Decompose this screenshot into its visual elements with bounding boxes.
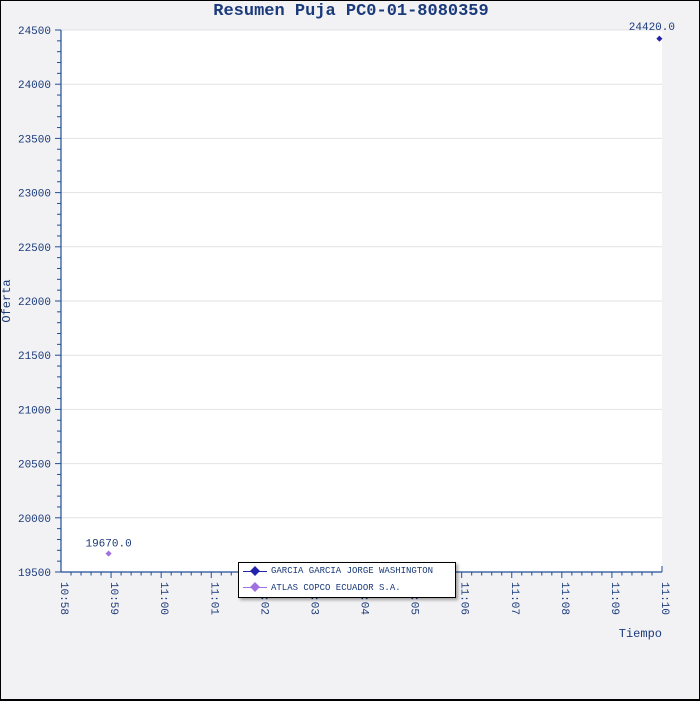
svg-text:21000: 21000 [18, 405, 51, 417]
svg-text:24500: 24500 [18, 26, 51, 38]
svg-text:11:06: 11:06 [458, 582, 470, 615]
svg-text:Tiempo: Tiempo [619, 627, 662, 641]
svg-text:19500: 19500 [18, 568, 51, 580]
svg-text:22000: 22000 [18, 297, 51, 309]
svg-text:Oferta: Oferta [1, 279, 14, 322]
svg-text:20500: 20500 [18, 460, 51, 472]
svg-text:22500: 22500 [18, 243, 51, 255]
svg-text:11:09: 11:09 [608, 582, 620, 615]
svg-text:24000: 24000 [18, 80, 51, 92]
svg-text:21500: 21500 [18, 351, 51, 363]
svg-text:11:10: 11:10 [658, 582, 670, 615]
svg-text:23500: 23500 [18, 134, 51, 146]
svg-text:23000: 23000 [18, 189, 51, 201]
svg-text:20000: 20000 [18, 514, 51, 526]
svg-text:10:59: 10:59 [107, 582, 119, 615]
svg-text:24420.0: 24420.0 [629, 22, 675, 34]
svg-text:19670.0: 19670.0 [85, 539, 131, 551]
svg-text:11:07: 11:07 [508, 582, 520, 615]
svg-text:10:58: 10:58 [57, 582, 69, 615]
svg-text:11:00: 11:00 [157, 582, 169, 615]
svg-text:11:08: 11:08 [558, 582, 570, 615]
svg-text:11:01: 11:01 [207, 582, 219, 615]
